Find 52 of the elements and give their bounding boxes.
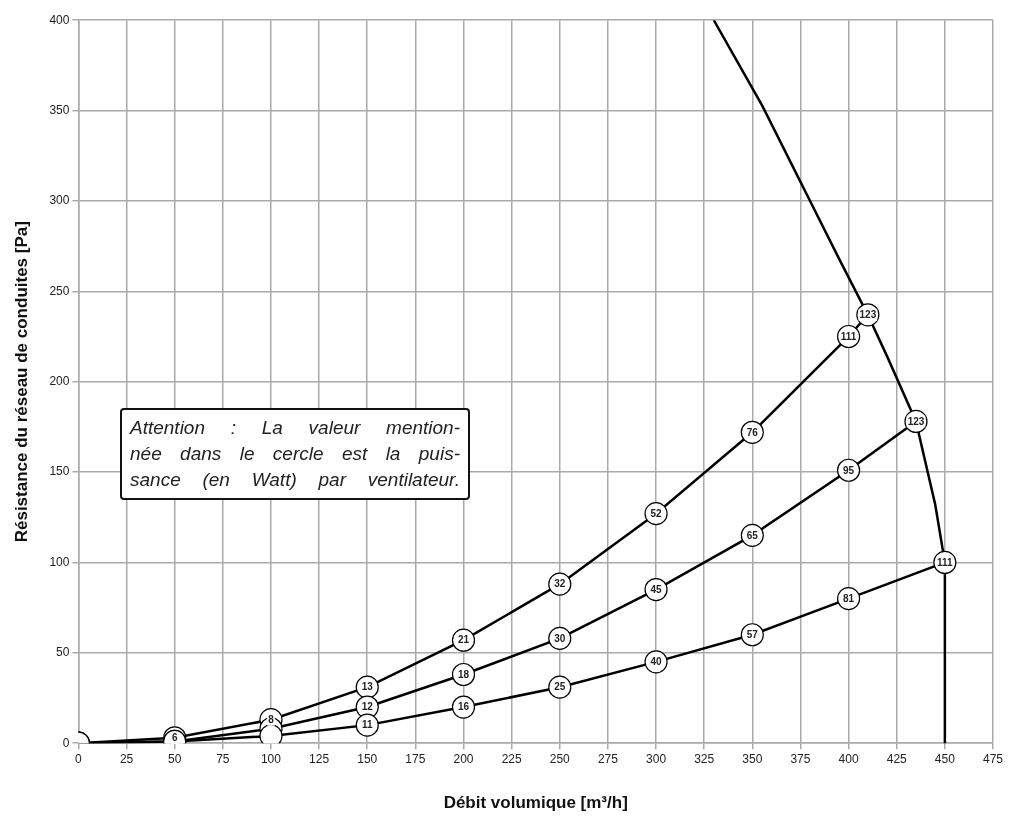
y-tick-label: 300 [49,193,70,208]
x-tick-label: 400 [838,751,859,766]
x-tick-label: 200 [453,751,474,766]
x-tick-label: 100 [260,751,282,766]
y-tick-label: 250 [49,283,70,298]
x-tick-label: 225 [501,751,522,766]
annotation: 40 [650,656,663,668]
x-tick-label: 250 [549,751,571,766]
x-tick-label: 475 [982,751,1004,766]
x-tick-label: 150 [357,751,378,766]
annotation: 95 [843,464,855,476]
x-tick-label: 425 [886,751,908,766]
x-tick-label: 75 [216,751,230,766]
y-tick-label: 400 [49,12,70,27]
y-tick-label: 350 [49,102,70,117]
x-tick-label: 275 [597,751,619,766]
annotation: 30 [554,632,566,644]
annotation: 111 [840,330,857,342]
y-tick-label: 0 [62,735,70,750]
annotation: 21 [457,634,470,646]
y-tick-label: 150 [49,464,70,479]
annotation: 65 [746,529,759,541]
annotation: 11 [361,719,373,731]
x-tick-label: 375 [790,751,811,766]
x-tick-label: 350 [742,751,763,766]
x-tick-label: 25 [119,751,134,766]
annotation: 32 [554,578,566,590]
x-axis-title: Débit volumique [m³/h] [443,793,628,813]
y-tick-label: 50 [56,645,70,660]
y-tick-label: 100 [49,554,70,569]
annotation: 76 [746,426,759,438]
annotation: 57 [746,629,759,640]
annotation: 25 [554,681,566,693]
x-tick-label: 450 [934,751,956,766]
y-axis-title: Résistance du réseau de conduites [Pa] [11,221,31,543]
annotation: 81 [843,592,855,604]
y-tick-label: 200 [49,374,70,389]
annotation: 13 [361,681,374,693]
annotation: 16 [457,701,470,713]
annotation: 111 [937,556,954,568]
x-tick-label: 325 [694,751,715,766]
annotation: 8 [268,713,275,725]
annotation: 12 [361,701,374,713]
x-tick-label: 300 [646,751,667,766]
x-tick-label: 125 [309,751,330,766]
annotation: 52 [650,507,663,519]
annotation: 18 [457,668,470,680]
x-tick-label: 0 [75,751,83,766]
annotation: 45 [650,583,663,595]
annotation: Attention : La valeur mention- née dans le cercle est la puis- sance (en Watt) par ventilateur. [130,416,460,492]
x-tick-label: 50 [168,751,182,766]
x-tick-label: 175 [405,751,426,766]
